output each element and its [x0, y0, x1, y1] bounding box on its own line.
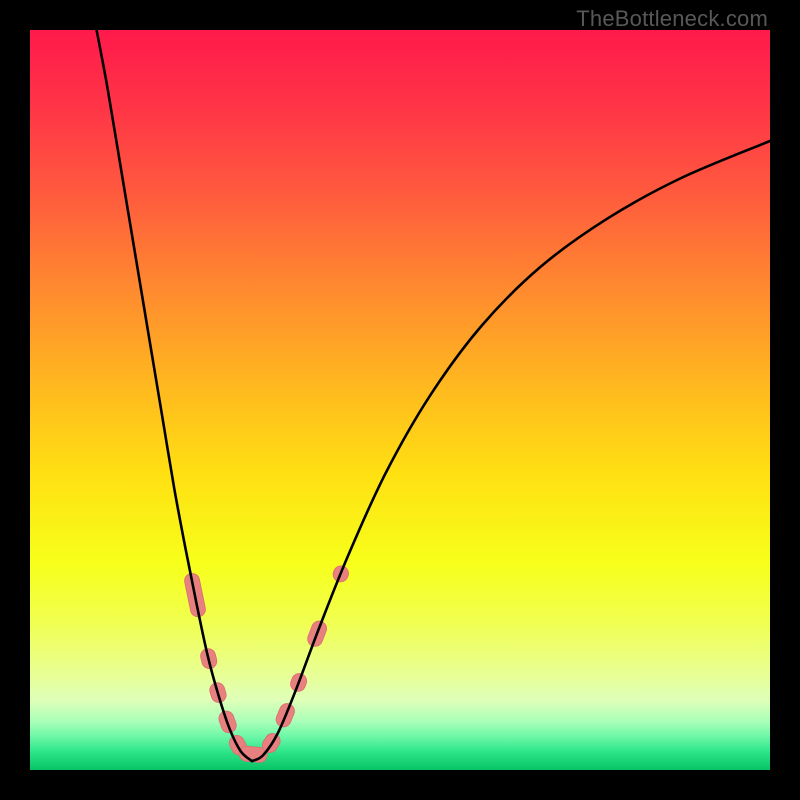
chart-frame: TheBottleneck.com	[0, 0, 800, 800]
curve-layer	[30, 30, 770, 770]
bottleneck-curve-right	[252, 141, 770, 761]
plot-area	[30, 30, 770, 770]
watermark-label: TheBottleneck.com	[576, 6, 768, 32]
bottleneck-curve-left	[97, 30, 252, 761]
